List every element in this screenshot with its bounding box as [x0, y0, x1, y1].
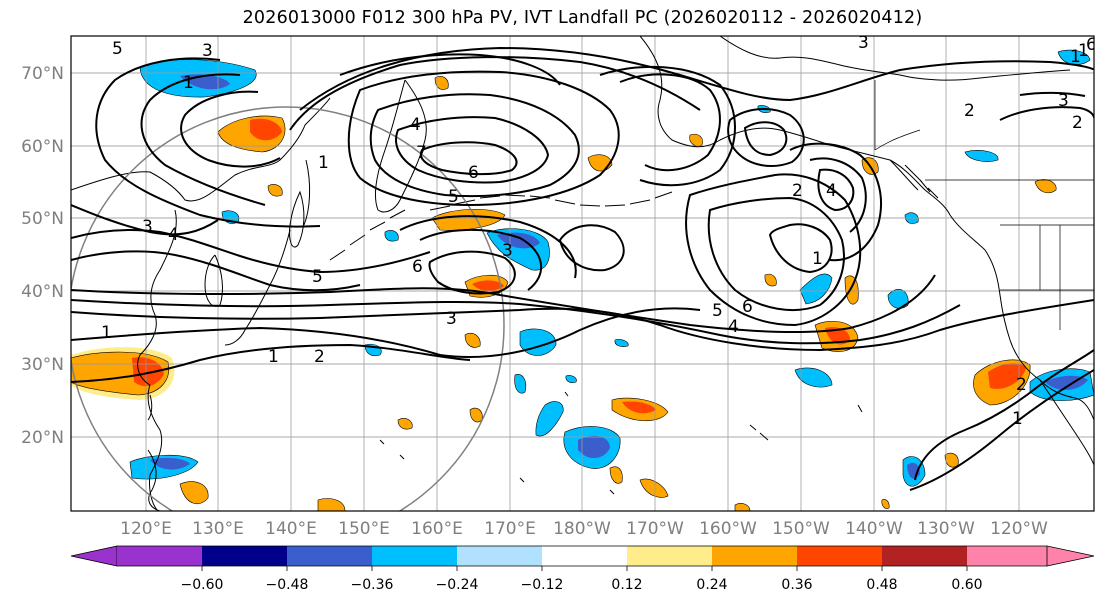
lat-label: 60°N [21, 137, 64, 157]
lat-label: 20°N [21, 428, 64, 448]
colorbar-tick-label: 0.24 [696, 577, 727, 593]
contour-label: 4 [728, 317, 739, 337]
colorbar-bin [117, 546, 202, 566]
lon-label: 150°W [772, 519, 830, 539]
contour-label: 1 [268, 347, 279, 367]
colorbar-high-extend [1046, 545, 1095, 567]
colorbar-bin [627, 546, 712, 566]
lat-label: 50°N [21, 209, 64, 229]
lon-label: 150°E [338, 519, 390, 539]
contour-label: 1 [101, 323, 112, 343]
map-title: 2026013000 F012 300 hPa PV, IVT Landfall… [242, 8, 923, 28]
contour-label: 2 [1072, 113, 1083, 133]
colorbar-tick-label: 0.48 [866, 577, 897, 593]
colorbar-bin [797, 546, 882, 566]
colorbar-bin [712, 546, 797, 566]
contour-label: 6 [742, 297, 753, 317]
lon-label: 160°W [699, 519, 757, 539]
lon-label: 170°W [626, 519, 684, 539]
contour-label: 3 [142, 217, 153, 237]
colorbar-bin [287, 546, 372, 566]
contour-label: 4 [168, 225, 179, 245]
contour-label: 1 [318, 153, 329, 173]
latitude-labels: 70°N 60°N 50°N 40°N 30°N 20°N [21, 64, 64, 448]
contour-label: 7 [416, 143, 427, 163]
contour-label: 1 [1012, 409, 1023, 429]
contour-label: 3 [858, 33, 869, 53]
longitude-labels: 120°E 130°E 140°E 150°E 160°E 170°E 180°… [120, 519, 1048, 539]
contour-label: 5 [712, 301, 723, 321]
colorbar-tick-label: −0.48 [266, 577, 309, 593]
contour-label: 6 [412, 257, 423, 277]
contour-label: 2 [964, 101, 975, 121]
lon-label: 130°E [192, 519, 244, 539]
lon-label: 130°W [917, 519, 975, 539]
contour-label: 4 [410, 115, 421, 135]
contour-label: 3 [202, 41, 213, 61]
lon-label: 170°E [484, 519, 536, 539]
lon-label: 120°E [120, 519, 172, 539]
contour-label: 2 [792, 181, 803, 201]
colorbar-tick-label: −0.60 [181, 577, 224, 593]
contour-label: 6 [1086, 35, 1097, 55]
pv-contours [71, 46, 1094, 491]
lon-label: 140°E [265, 519, 317, 539]
colorbar-tick-label: 0.36 [781, 577, 812, 593]
ivt-anomaly-shading [71, 49, 1094, 511]
lon-label: 140°W [845, 519, 903, 539]
colorbar-bin [457, 546, 542, 566]
contour-label: 3 [446, 309, 457, 329]
colorbar-tick-label: 0.60 [951, 577, 982, 593]
lon-label: 120°W [990, 519, 1048, 539]
colorbar-tick-label: −0.24 [436, 577, 479, 593]
contour-label: 5 [112, 39, 123, 59]
contour-label: 6 [468, 163, 479, 183]
colorbar: −0.60 −0.48 −0.36 −0.24 −0.12 0.12 0.24 … [70, 545, 1095, 593]
colorbar-bin [542, 546, 627, 566]
contour-label: 1 [183, 73, 194, 93]
colorbar-bin [882, 546, 967, 566]
contour-label: 2 [1016, 375, 1027, 395]
contour-label: 2 [314, 347, 325, 367]
contour-label: 5 [312, 267, 323, 287]
colorbar-tick-label: −0.12 [521, 577, 564, 593]
contour-label: 1 [1070, 47, 1081, 67]
coastlines [71, 36, 1094, 511]
contour-label: 5 [448, 187, 459, 207]
contour-label: 1 [1078, 41, 1089, 61]
colorbar-tick-label: 0.12 [611, 577, 642, 593]
colorbar-bin [202, 546, 287, 566]
contour-label: 3 [502, 241, 513, 261]
pv-contour-labels: 1 1 1 1 1 1 1 1 2 2 2 2 2 3 3 3 3 3 3 4 … [101, 33, 1097, 429]
colorbar-low-extend [70, 545, 118, 567]
map-frame [70, 35, 1095, 512]
contour-label: 4 [826, 181, 837, 201]
lat-label: 70°N [21, 64, 64, 84]
lat-label: 30°N [21, 355, 64, 375]
contour-label: 1 [812, 249, 823, 269]
lon-label: 180°W [553, 519, 611, 539]
colorbar-tick-label: −0.36 [351, 577, 394, 593]
colorbar-bin [372, 546, 457, 566]
lon-label: 160°E [411, 519, 463, 539]
colorbar-bin [967, 546, 1047, 566]
lat-label: 40°N [21, 282, 64, 302]
distance-circle [71, 106, 505, 511]
contour-label: 3 [1058, 91, 1069, 111]
